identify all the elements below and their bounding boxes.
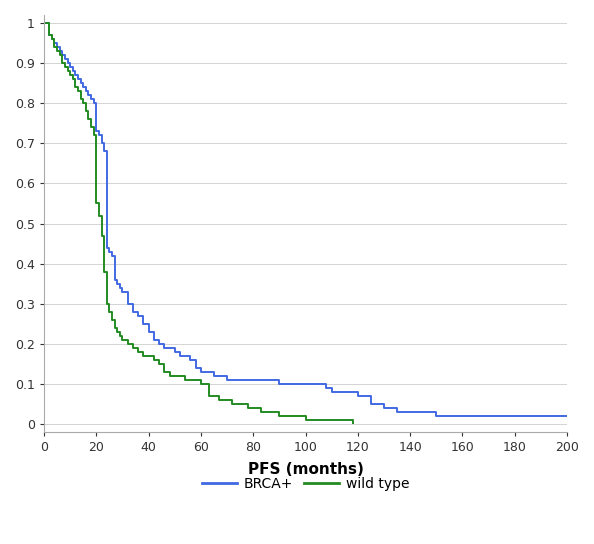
BRCA+ bbox=[40, 20, 48, 26]
BRCA+ bbox=[380, 401, 387, 407]
BRCA+ bbox=[166, 344, 173, 351]
wild type bbox=[40, 20, 48, 26]
BRCA+ bbox=[161, 341, 168, 347]
X-axis label: PFS (months): PFS (months) bbox=[248, 462, 364, 478]
BRCA+ bbox=[564, 413, 571, 419]
wild type bbox=[187, 376, 194, 383]
Line: BRCA+: BRCA+ bbox=[44, 23, 567, 416]
wild type bbox=[48, 36, 55, 42]
wild type bbox=[48, 32, 55, 38]
Legend: BRCA+, wild type: BRCA+, wild type bbox=[197, 471, 415, 496]
BRCA+ bbox=[315, 381, 322, 387]
wild type bbox=[349, 421, 356, 428]
BRCA+ bbox=[51, 40, 58, 46]
Line: wild type: wild type bbox=[44, 23, 353, 424]
wild type bbox=[229, 397, 236, 403]
BRCA+ bbox=[176, 353, 184, 359]
BRCA+ bbox=[433, 413, 440, 419]
wild type bbox=[302, 417, 309, 423]
wild type bbox=[90, 132, 97, 139]
